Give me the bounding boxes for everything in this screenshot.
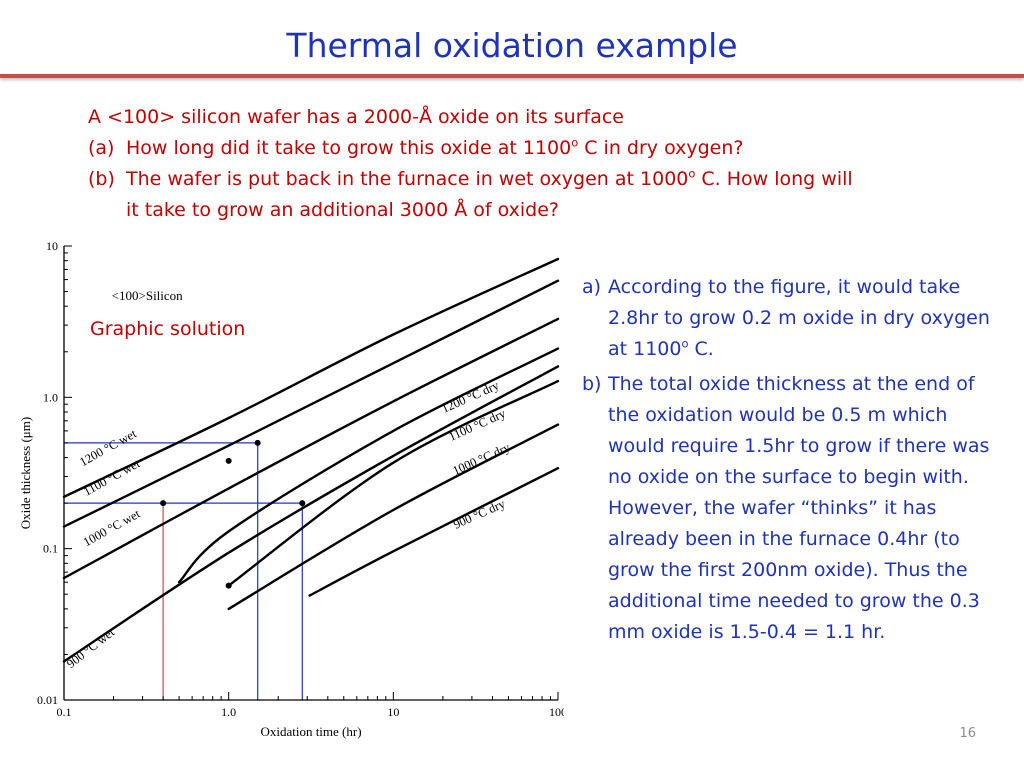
- curve-1200-c-dry: [177, 347, 560, 584]
- y-tick-label: 0.1: [43, 542, 58, 556]
- slide-title: Thermal oxidation example: [286, 26, 738, 65]
- y-tick-label: 1.0: [43, 390, 58, 404]
- problem-part-b: (b) The wafer is put back in the furnace…: [88, 164, 948, 195]
- data-point-2: [254, 439, 261, 446]
- answer-b-label: b): [582, 373, 602, 395]
- curve-900-c-dry: [308, 467, 560, 597]
- problem-b-continuation: it take to grow an additional 3000 Å of …: [126, 199, 559, 221]
- problem-b-text: The wafer is put back in the furnace in …: [126, 166, 853, 190]
- answer-a-label: a): [582, 276, 602, 298]
- data-point-1: [225, 457, 232, 464]
- graphic-solution-label: Graphic solution: [90, 318, 245, 340]
- series-label-1000-c-dry: 1000 °C dry: [450, 440, 512, 478]
- answer-b-text: The total oxide thickness at the end of …: [608, 373, 990, 643]
- data-point-3: [225, 582, 232, 589]
- curve-1100-c-dry: [227, 379, 560, 587]
- answer-part-b: b) The total oxide thickness at the end …: [582, 369, 992, 648]
- problem-intro: A <100> silicon wafer has a 2000-Å oxide…: [88, 106, 624, 128]
- page-number: 16: [959, 726, 976, 741]
- problem-b-label: (b): [88, 168, 115, 190]
- answer-block: a) According to the figure, it would tak…: [582, 272, 992, 648]
- chart-inset-label: <100>Silicon: [112, 288, 183, 303]
- x-tick-label: 10: [387, 705, 399, 719]
- problem-a-text: How long did it take to grow this oxide …: [126, 135, 744, 159]
- curve-1100-c-wet: [62, 279, 560, 528]
- curve-1200-c-wet: [62, 257, 560, 498]
- curve-900-c-wet: [62, 365, 560, 663]
- series-label-900-c-wet: 900 °C wet: [64, 625, 117, 671]
- problem-a-label: (a): [88, 137, 115, 159]
- x-tick-label: 1.0: [221, 705, 236, 719]
- oxidation-chart-svg: 0.1 1.0 10 1000.010.11.010 Oxidation time (…: [18, 239, 567, 739]
- x-axis-label: Oxidation time (hr): [260, 724, 361, 739]
- data-point-5: [299, 500, 306, 507]
- curve-1000-c-wet: [62, 317, 560, 580]
- oxidation-chart: 0.1 1.0 10 100 0.01 0.1 1.0 10 Oxidation time (…: [16, 236, 567, 746]
- x-tick-label: 0.1: [57, 705, 72, 719]
- data-point-4: [160, 500, 167, 507]
- x-tick-label: 100: [549, 705, 564, 719]
- title-divider: [0, 74, 1024, 78]
- y-tick-label: 0.01: [37, 693, 58, 707]
- series-label-900-c-dry: 900 °C dry: [451, 496, 508, 531]
- problem-statement: A <100> silicon wafer has a 2000-Å oxide…: [88, 102, 948, 226]
- y-axis-label: Oxide thickness (μm): [18, 417, 33, 529]
- answer-part-a: a) According to the figure, it would tak…: [582, 272, 992, 365]
- y-tick-label: 10: [46, 239, 58, 253]
- problem-part-a: (a) How long did it take to grow this ox…: [88, 133, 948, 164]
- answer-a-text: According to the figure, it would take 2…: [608, 276, 990, 360]
- curve-1000-c-dry: [227, 423, 560, 611]
- series-label-1100-c-dry: 1100 °C dry: [446, 406, 508, 444]
